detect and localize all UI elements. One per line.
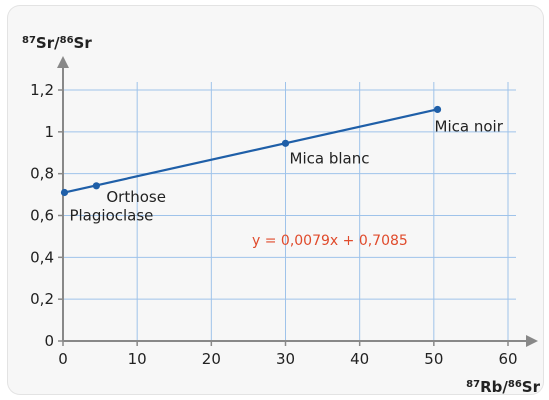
x-axis-title: 87Rb/86Sr bbox=[466, 378, 540, 396]
y-axis-title: 87Sr/86Sr bbox=[22, 34, 92, 52]
y-tick-label: 0,2 bbox=[30, 290, 54, 308]
y-tick-label: 0,8 bbox=[30, 165, 54, 183]
point-label: Plagioclase bbox=[69, 206, 153, 224]
x-tick-label: 50 bbox=[424, 350, 443, 368]
y-tick-label: 0,4 bbox=[30, 248, 54, 266]
x-tick-label: 20 bbox=[202, 350, 221, 368]
y-axis-arrow bbox=[57, 56, 69, 68]
point-label: Mica blanc bbox=[290, 149, 370, 167]
x-axis-arrow bbox=[526, 335, 538, 347]
x-tick-label: 10 bbox=[128, 350, 147, 368]
data-point bbox=[92, 182, 100, 190]
x-tick-label: 0 bbox=[58, 350, 68, 368]
data-point bbox=[60, 188, 69, 197]
x-tick-label: 60 bbox=[498, 350, 517, 368]
y-tick-labels: 0 0,2 0,4 0,6 0,8 1 1,2 bbox=[30, 81, 63, 350]
x-tick-label: 40 bbox=[350, 350, 369, 368]
point-label: Orthose bbox=[106, 188, 166, 206]
axes bbox=[57, 56, 538, 347]
regression-equation: y = 0,0079x + 0,7085 bbox=[252, 233, 408, 249]
x-tick-labels: 0 10 20 30 40 50 60 bbox=[58, 341, 518, 368]
point-label: Mica noir bbox=[435, 117, 504, 135]
x-tick-label: 30 bbox=[276, 350, 295, 368]
chart-frame bbox=[8, 6, 543, 394]
regression-line bbox=[62, 108, 438, 194]
y-tick-label: 1 bbox=[44, 123, 54, 141]
data-point bbox=[433, 105, 442, 114]
data-point bbox=[281, 139, 290, 147]
grid bbox=[63, 82, 516, 341]
y-tick-label: 1,2 bbox=[30, 81, 54, 99]
y-tick-label: 0,6 bbox=[30, 207, 54, 225]
series bbox=[60, 105, 442, 197]
y-tick-label: 0 bbox=[44, 332, 54, 350]
